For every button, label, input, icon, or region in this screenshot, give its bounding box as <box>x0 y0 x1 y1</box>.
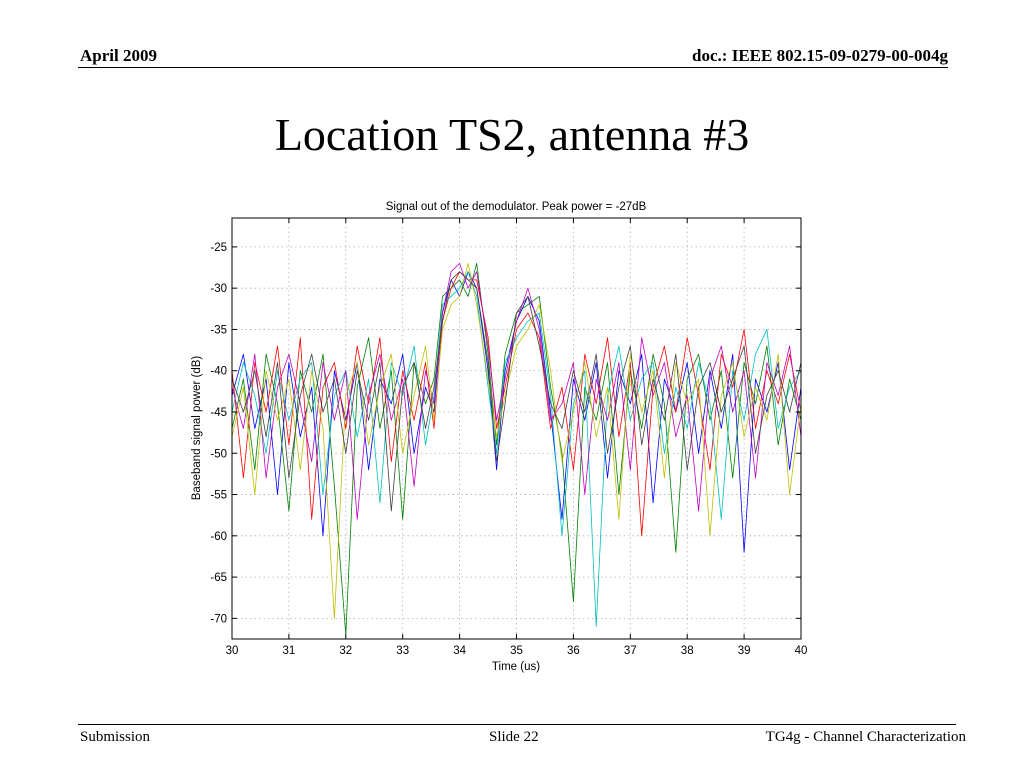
chart-title: Signal out of the demodulator. Peak powe… <box>386 201 647 213</box>
y-tick-label: -35 <box>210 324 227 336</box>
footer-submission: Submission <box>80 729 151 745</box>
y-tick-label: -65 <box>210 572 227 584</box>
chart-series-group <box>232 263 801 636</box>
y-tick-label: -60 <box>210 531 227 543</box>
x-axis-label: Time (us) <box>492 661 540 673</box>
x-tick-label: 35 <box>510 645 523 657</box>
y-tick-label: -50 <box>210 448 227 460</box>
x-tick-label: 36 <box>567 645 580 657</box>
y-tick-label: -30 <box>210 283 227 295</box>
header-date: April 2009 <box>80 46 157 65</box>
x-tick-label: 33 <box>396 645 409 657</box>
y-tick-label: -40 <box>210 366 227 378</box>
footer-slide-number: Slide 22 <box>489 729 539 745</box>
footer-rule <box>78 724 956 725</box>
x-tick-label: 39 <box>738 645 751 657</box>
series-line <box>232 271 801 512</box>
series-line <box>232 263 801 619</box>
y-axis-label: Baseband signal power (dB) <box>191 356 203 501</box>
x-tick-label: 30 <box>226 645 239 657</box>
y-tick-label: -70 <box>210 613 227 625</box>
footer-group: TG4g - Channel Characterization <box>765 729 966 745</box>
series-line <box>232 271 801 537</box>
x-tick-label: 38 <box>681 645 694 657</box>
x-tick-label: 32 <box>339 645 352 657</box>
y-tick-label: -25 <box>210 242 227 254</box>
y-tick-label: -55 <box>210 490 227 502</box>
slide-title: Location TS2, antenna #3 <box>274 109 750 160</box>
x-tick-label: 31 <box>283 645 296 657</box>
x-tick-label: 40 <box>795 645 808 657</box>
chart-ticks: 30 31 32 33 34 35 36 37 38 39 40 -25 -30 -35 -40 -45 -50… <box>210 218 807 657</box>
x-tick-label: 37 <box>624 645 637 657</box>
series-line <box>232 271 801 627</box>
header-doc-id: doc.: IEEE 802.15-09-0279-00-004g <box>692 46 948 65</box>
series-line <box>232 263 801 520</box>
x-tick-label: 34 <box>453 645 466 657</box>
header-rule <box>78 67 948 68</box>
y-tick-label: -45 <box>210 407 227 419</box>
